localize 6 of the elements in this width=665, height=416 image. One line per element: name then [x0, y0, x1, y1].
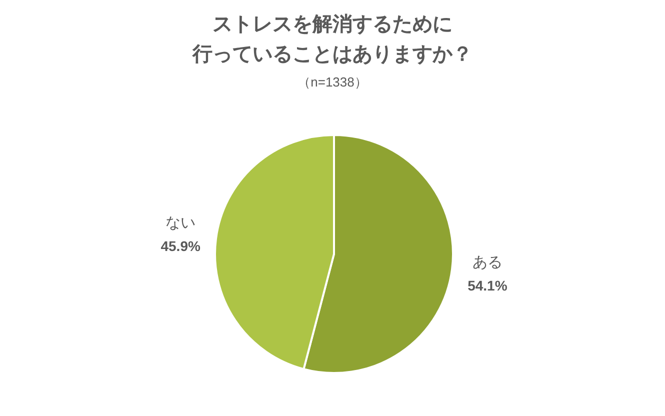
data-label: 45.9% [160, 238, 201, 254]
slice-label: ある [472, 254, 502, 272]
chart-subtitle: （n=1338） [298, 74, 368, 90]
chart-title: ストレスを解消するために行っていることはありますか？ [192, 14, 472, 66]
slice-label: ない [166, 214, 196, 232]
data-label: 54.1% [468, 278, 508, 294]
